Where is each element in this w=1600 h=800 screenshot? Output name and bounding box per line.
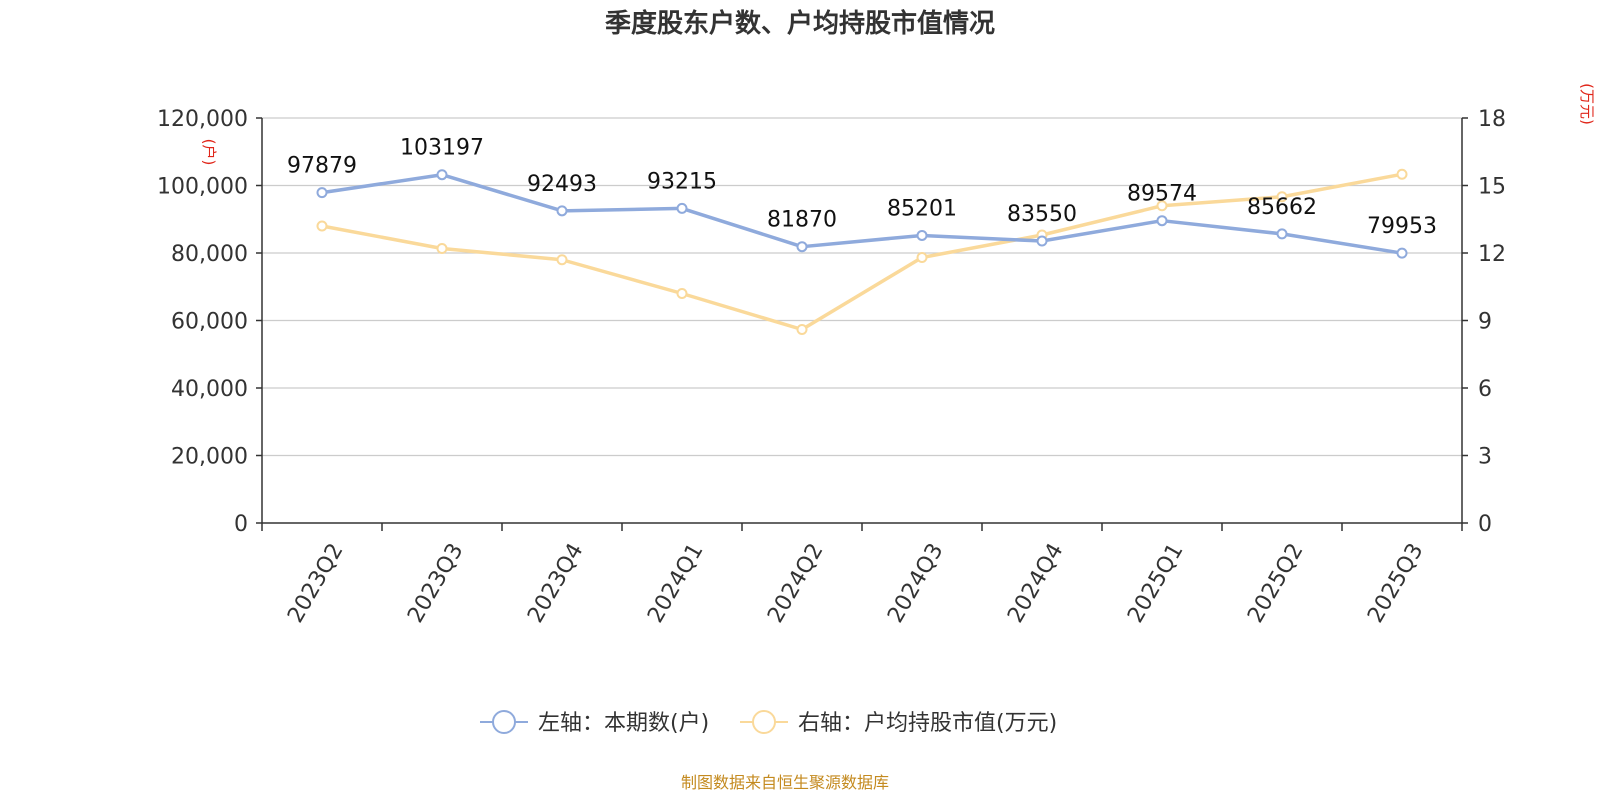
left-tick-label: 120,000	[157, 107, 248, 132]
series-avg-holding-value	[316, 168, 1408, 335]
left-tick-label: 80,000	[171, 242, 248, 267]
left-tick-label: 0	[234, 512, 248, 537]
legend-marker	[752, 710, 776, 734]
left-tick-label: 20,000	[171, 445, 248, 470]
legend: 左轴：本期数(户) 右轴：户均持股市值(万元)	[480, 710, 1057, 736]
right-tick-label: 6	[1478, 377, 1492, 402]
right-axis-ticks: 0 3 6 9 12 15 18	[1462, 107, 1506, 537]
data-label: 83550	[1007, 202, 1077, 227]
left-axis-ticks: 0 20,000 40,000 60,000 80,000 100,000 120,000	[157, 107, 262, 537]
legend-marker	[492, 710, 516, 734]
data-label: 103197	[400, 136, 484, 161]
legend-label: 右轴：户均持股市值(万元)	[798, 711, 1057, 736]
x-axis-ticks: 2023Q2 2023Q3 2023Q4 2024Q1 2024Q2 2024Q3 2024…	[261, 523, 1463, 627]
right-axis-unit: (万元)	[1578, 83, 1596, 125]
left-axis-unit: (户)	[200, 139, 218, 166]
series-holders-count	[316, 169, 1408, 259]
data-point	[436, 169, 448, 181]
data-label: 93215	[647, 169, 717, 194]
right-tick-label: 12	[1478, 242, 1506, 267]
data-labels: 97879 103197 92493 93215 81870 85201 83550 8957…	[287, 136, 1437, 239]
data-point	[1396, 168, 1408, 180]
data-point	[796, 241, 808, 253]
x-tick-label: 2024Q2	[763, 539, 828, 627]
right-tick-label: 3	[1478, 445, 1492, 470]
left-tick-label: 60,000	[171, 310, 248, 335]
data-label: 97879	[287, 154, 357, 179]
source-note: 制图数据来自恒生聚源数据库	[681, 773, 889, 792]
data-point	[1396, 247, 1408, 259]
x-tick-label: 2025Q3	[1363, 539, 1428, 627]
data-label: 79953	[1367, 214, 1437, 239]
data-point	[676, 288, 688, 299]
data-point	[556, 254, 568, 266]
data-label: 85201	[887, 196, 957, 221]
data-point	[1276, 191, 1288, 203]
x-tick-label: 2024Q4	[1003, 539, 1068, 627]
data-label: 81870	[767, 208, 837, 233]
legend-label: 左轴：本期数(户)	[538, 711, 709, 736]
series-line	[321, 172, 1403, 255]
data-point	[1156, 200, 1168, 212]
x-tick-label: 2024Q3	[883, 539, 948, 627]
data-point	[1276, 228, 1288, 240]
x-tick-label: 2023Q4	[523, 539, 588, 627]
legend-item[interactable]: 左轴：本期数(户)	[480, 710, 709, 736]
legend-item[interactable]: 右轴：户均持股市值(万元)	[740, 710, 1057, 736]
data-point	[556, 205, 568, 217]
right-tick-label: 0	[1478, 512, 1492, 537]
data-point	[436, 243, 448, 254]
grid-lines	[262, 117, 1462, 457]
right-tick-label: 15	[1478, 175, 1506, 200]
data-label: 92493	[527, 172, 597, 197]
data-point	[316, 220, 328, 232]
data-point	[916, 229, 928, 241]
x-tick-label: 2023Q3	[403, 539, 468, 627]
data-point	[1156, 215, 1168, 227]
series-line	[321, 172, 1403, 332]
right-tick-label: 9	[1478, 310, 1492, 335]
data-point	[916, 252, 928, 263]
x-tick-label: 2024Q1	[643, 539, 708, 627]
chart-title: 季度股东户数、户均持股市值情况	[605, 8, 995, 39]
x-tick-label: 2023Q2	[283, 539, 348, 627]
left-tick-label: 40,000	[171, 377, 248, 402]
right-tick-label: 18	[1478, 107, 1506, 132]
data-point	[796, 324, 808, 335]
left-tick-label: 100,000	[157, 175, 248, 200]
data-point	[316, 187, 328, 199]
data-label: 85662	[1247, 195, 1317, 220]
series-layer	[316, 168, 1408, 335]
data-point	[1036, 235, 1048, 247]
x-tick-label: 2025Q1	[1123, 539, 1188, 627]
data-label: 89574	[1127, 182, 1197, 207]
x-tick-label: 2025Q2	[1243, 539, 1308, 627]
data-point	[676, 202, 688, 214]
